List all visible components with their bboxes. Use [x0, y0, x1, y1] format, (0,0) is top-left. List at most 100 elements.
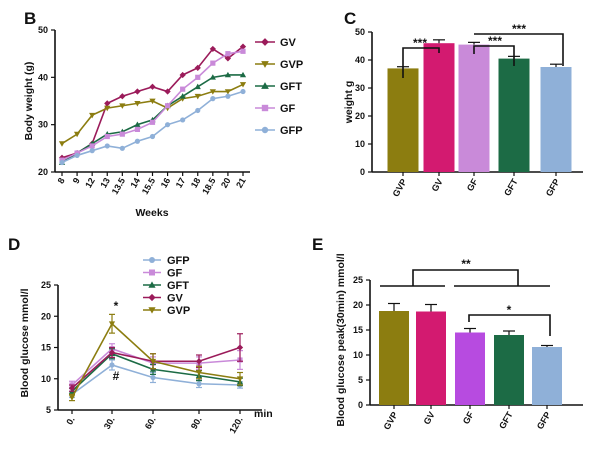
bar-gfp — [540, 67, 572, 172]
data-point — [134, 88, 141, 95]
panel-d: D 5 10 15 20 25 0. 30. 60. 90. 120. min Blood glucos… — [8, 235, 273, 435]
x-tick-label: 9 — [71, 176, 82, 185]
x-tick-label: 90. — [189, 415, 204, 431]
data-point — [109, 362, 115, 368]
y-tick-label: 40 — [355, 55, 365, 65]
data-point — [195, 370, 203, 376]
data-point — [149, 119, 156, 125]
x-tick-label: GF — [465, 177, 480, 193]
legend-label: GVP — [167, 305, 190, 317]
x-tick-label: GFP — [544, 177, 562, 198]
bar-gv — [423, 43, 455, 173]
y-tick-label: 20 — [38, 167, 48, 177]
x-tick-label: GFP — [535, 410, 553, 431]
data-point — [236, 344, 244, 351]
legend-marker — [261, 61, 269, 68]
y-axis-label: Blood glucose mmol/l — [19, 288, 31, 397]
y-tick-label: 10 — [353, 350, 363, 360]
data-point — [150, 374, 156, 381]
bar-gf — [458, 44, 490, 172]
data-point — [209, 89, 216, 95]
x-axis-label: Weeks — [135, 207, 168, 219]
legend-label: GF — [280, 103, 296, 115]
annotation: # — [113, 369, 120, 383]
x-tick-label: GVP — [391, 177, 409, 198]
data-point — [224, 89, 232, 95]
y-tick-label: 50 — [38, 25, 48, 35]
data-point — [195, 74, 201, 80]
legend: GV GVP GFT GF GFP — [255, 37, 303, 137]
data-point — [179, 93, 186, 99]
x-tick-label: 13.5 — [110, 176, 127, 196]
y-tick-label: 20 — [41, 311, 51, 321]
data-point — [239, 71, 247, 78]
data-point — [68, 395, 76, 401]
data-point — [224, 55, 232, 62]
data-point — [149, 358, 157, 365]
bar-gf — [455, 332, 485, 405]
legend-marker — [148, 281, 156, 288]
data-point — [108, 349, 116, 356]
y-tick-label: 30 — [38, 120, 48, 130]
legend-label: GFP — [280, 125, 303, 137]
panel-label: C — [344, 9, 356, 28]
y-tick-label: 20 — [355, 111, 365, 121]
data-point — [134, 101, 141, 107]
legend-marker — [149, 269, 155, 276]
x-tick-label: 0. — [64, 415, 76, 427]
data-point — [104, 100, 111, 107]
y-tick-label: 30 — [355, 83, 365, 93]
x-tick-label: GV — [422, 410, 437, 426]
legend-label: GFT — [167, 280, 189, 292]
significance-label: *** — [488, 34, 502, 48]
x-tick-label: GV — [430, 177, 445, 193]
significance-bracket — [412, 269, 519, 286]
data-point — [134, 121, 141, 128]
series-gvp — [68, 313, 244, 402]
data-point — [149, 83, 156, 90]
y-tick-label: 50 — [355, 27, 365, 37]
x-tick-label: 14 — [128, 176, 142, 190]
legend-marker — [261, 82, 269, 89]
legend-marker — [148, 307, 156, 314]
bar-gvp — [379, 311, 409, 405]
data-point — [134, 138, 141, 144]
legend-label: GV — [167, 293, 184, 305]
data-point — [149, 98, 156, 105]
data-point — [119, 103, 126, 109]
y-tick-label: 15 — [41, 343, 51, 353]
data-point — [58, 141, 66, 147]
data-point — [108, 321, 116, 327]
x-tick-label: 20 — [219, 176, 233, 190]
annotation: * — [114, 299, 119, 313]
significance-label: ** — [461, 257, 471, 271]
data-point — [68, 385, 76, 392]
panel-label: E — [312, 235, 323, 254]
data-point — [239, 43, 247, 50]
data-point — [194, 83, 201, 90]
y-axis-label: weight g — [343, 81, 355, 125]
bar-gft — [498, 58, 530, 172]
legend-label: GF — [167, 268, 183, 280]
significance-label: *** — [413, 36, 427, 50]
data-point — [119, 145, 125, 151]
data-point — [89, 112, 96, 119]
bar-gvp — [387, 68, 419, 172]
y-tick-label: 15 — [353, 325, 363, 335]
data-point — [164, 103, 171, 109]
data-point — [149, 133, 156, 140]
data-point — [180, 117, 186, 123]
significance-bracket — [468, 314, 551, 336]
data-point — [89, 148, 95, 154]
data-point — [104, 143, 110, 149]
data-point — [224, 71, 232, 78]
data-point — [236, 376, 244, 382]
data-point — [194, 64, 201, 71]
data-point — [164, 122, 171, 128]
series-line — [61, 50, 244, 161]
data-point — [119, 131, 125, 137]
y-tick-label: 25 — [353, 275, 363, 285]
legend-label: GFT — [280, 81, 302, 93]
data-point — [195, 358, 203, 365]
